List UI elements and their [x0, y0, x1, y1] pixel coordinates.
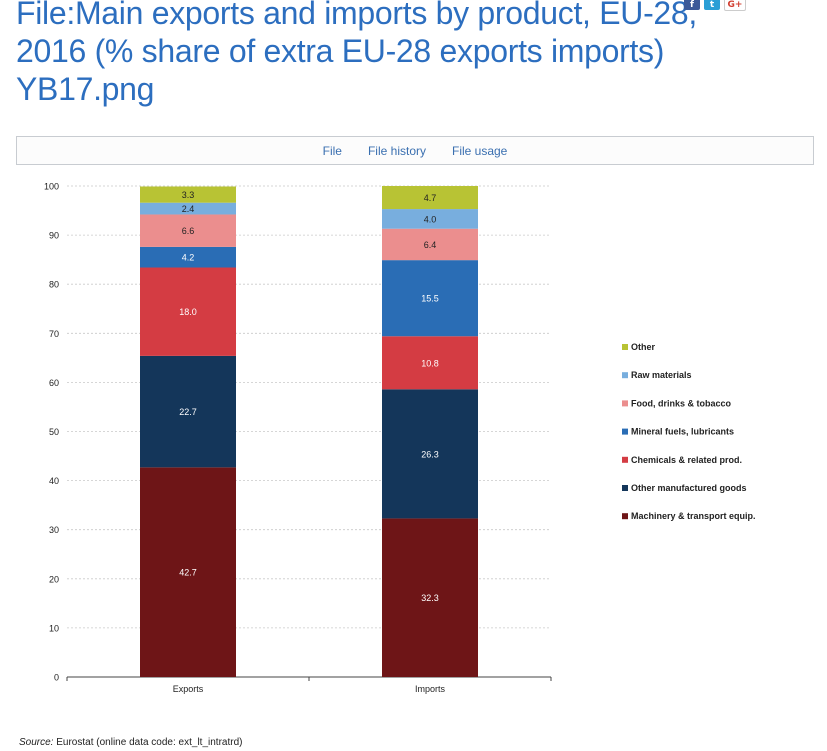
- y-tick-label: 80: [49, 280, 59, 290]
- x-tick-label: Exports: [173, 684, 204, 694]
- y-tick-label: 0: [54, 673, 59, 683]
- legend-swatch: [622, 456, 628, 463]
- bar-segment: [382, 260, 478, 337]
- data-label: 42.7: [179, 568, 197, 578]
- data-label: 18.0: [179, 307, 197, 317]
- googleplus-icon[interactable]: G+: [724, 0, 746, 11]
- y-tick-label: 90: [49, 231, 59, 241]
- data-label: 22.7: [179, 407, 197, 417]
- twitter-icon[interactable]: t: [704, 0, 720, 10]
- y-tick-label: 20: [49, 574, 59, 584]
- bar-segment: [382, 209, 478, 229]
- y-tick-label: 100: [44, 182, 59, 192]
- data-label: 4.0: [424, 214, 437, 224]
- social-share-buttons: f t G+: [684, 0, 746, 11]
- facebook-icon[interactable]: f: [684, 0, 700, 10]
- chart-source: Source: Eurostat (online data code: ext_…: [19, 737, 242, 748]
- bar-segment: [140, 186, 236, 203]
- y-tick-label: 50: [49, 427, 59, 437]
- file-tabs: File File history File usage: [16, 136, 814, 165]
- data-label: 6.6: [182, 226, 195, 236]
- data-label: 6.4: [424, 240, 437, 250]
- data-label: 4.7: [424, 193, 437, 203]
- tab-file-history[interactable]: File history: [367, 143, 426, 158]
- bar-segment: [382, 186, 478, 210]
- bar-segment: [140, 246, 236, 268]
- bar-segment: [382, 336, 478, 390]
- legend-swatch: [622, 372, 628, 379]
- bar-segment: [140, 467, 236, 677]
- source-label: Source:: [19, 737, 54, 748]
- legend-label: Other manufactured goods: [631, 483, 747, 493]
- page-title: File:Main exports and imports by product…: [16, 0, 698, 107]
- legend-swatch: [622, 513, 628, 520]
- y-tick-label: 40: [49, 476, 59, 486]
- data-label: 32.3: [421, 593, 439, 603]
- legend-label: Raw materials: [631, 370, 692, 380]
- data-label: 3.3: [182, 190, 195, 200]
- y-tick-label: 60: [49, 378, 59, 388]
- tab-file[interactable]: File: [322, 143, 342, 158]
- data-label: 15.5: [421, 294, 439, 304]
- legend-swatch: [622, 400, 628, 407]
- legend-label: Mineral fuels, lubricants: [631, 427, 734, 437]
- data-label: 10.8: [421, 358, 439, 368]
- bar-segment: [140, 355, 236, 468]
- data-label: 26.3: [421, 449, 439, 459]
- y-tick-label: 70: [49, 329, 59, 339]
- x-tick-label: Imports: [415, 684, 446, 694]
- bar-segment: [140, 214, 236, 247]
- legend-label: Other: [631, 342, 656, 352]
- legend-label: Food, drinks & tobacco: [631, 398, 732, 408]
- legend-label: Chemicals & related prod.: [631, 455, 742, 465]
- data-label: 2.4: [182, 204, 195, 214]
- tab-file-usage[interactable]: File usage: [451, 143, 508, 158]
- data-label: 4.2: [182, 253, 195, 263]
- bar-segment: [140, 202, 236, 215]
- y-tick-label: 10: [49, 623, 59, 633]
- source-text: Eurostat (online data code: ext_lt_intra…: [56, 737, 243, 748]
- legend-swatch: [622, 428, 628, 435]
- legend-swatch: [622, 344, 628, 350]
- y-tick-label: 30: [49, 525, 59, 535]
- bar-segment: [382, 518, 478, 677]
- bar-segment: [140, 267, 236, 356]
- stacked-bar-chart: 0 10 20 30 40 50 60 70 80 90 100 42.7 22.7 18.0 4.2 6.6…: [44, 182, 756, 695]
- legend-swatch: [622, 485, 628, 491]
- legend-label: Machinery & transport equip.: [631, 511, 756, 521]
- bar-segment: [382, 228, 478, 261]
- bar-segment: [382, 389, 478, 519]
